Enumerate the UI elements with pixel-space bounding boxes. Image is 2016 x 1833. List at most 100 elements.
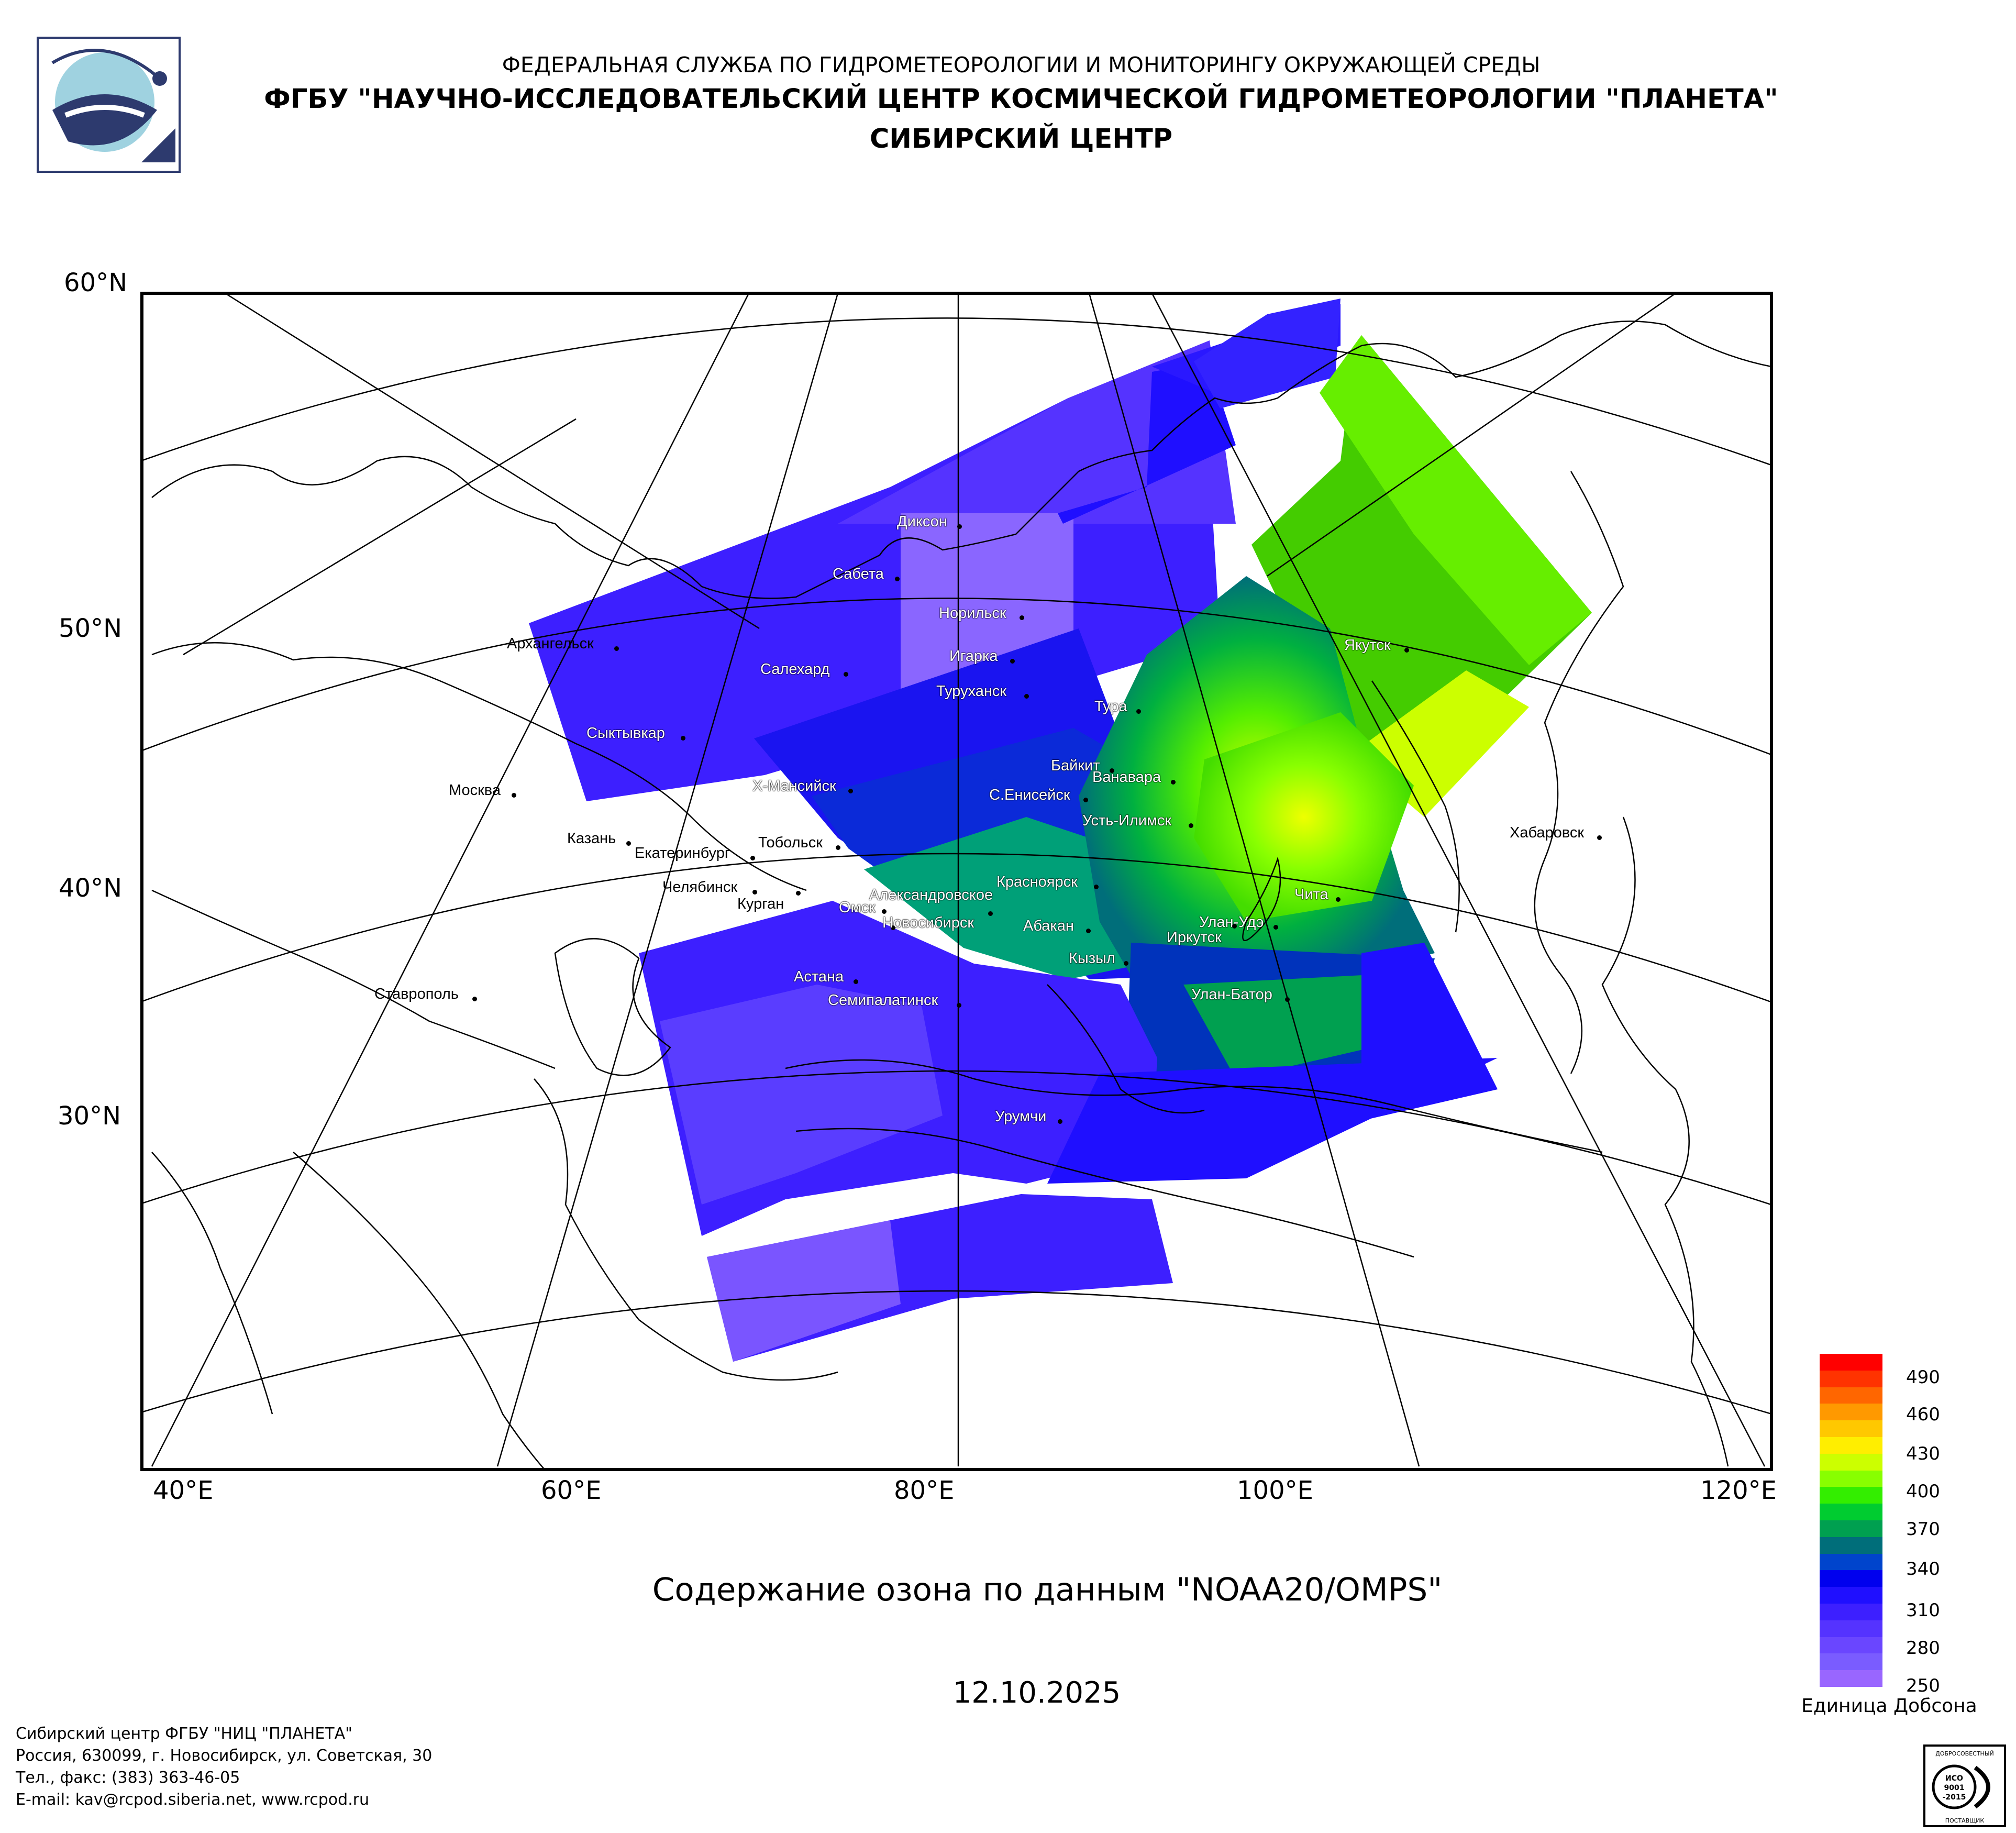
city-label: С.Енисейск xyxy=(989,787,1070,803)
lat-label-30: 30°N xyxy=(58,1101,121,1131)
footer-contacts: E-mail: kav@rcpod.siberia.net, www.rcpod… xyxy=(16,1791,370,1809)
city-label: Архангельск xyxy=(507,635,594,652)
legend-swatch xyxy=(1820,1504,1882,1521)
city-dot xyxy=(1024,694,1029,699)
legend-tick: 280 xyxy=(1906,1638,1940,1659)
map-title: Содержание озона по данным "NOAA20/OMPS" xyxy=(652,1571,1443,1608)
city-dot xyxy=(750,856,755,860)
city-dot xyxy=(1232,924,1237,929)
city-dot xyxy=(882,909,887,914)
legend-swatch xyxy=(1820,1570,1882,1587)
city-label: Норильск xyxy=(939,605,1006,622)
city-dot xyxy=(957,1003,961,1008)
legend-tick: 400 xyxy=(1906,1481,1940,1502)
ozone-legend-colorbar xyxy=(1820,1354,1882,1687)
city-label: Новосибирск xyxy=(882,914,974,931)
planeta-logo xyxy=(37,37,181,173)
city-label: Александровское xyxy=(869,887,993,903)
city-label: Улан-Удэ xyxy=(1199,914,1264,931)
coastlines xyxy=(151,321,1771,1470)
city-dot xyxy=(844,672,848,677)
legend-swatch xyxy=(1820,1620,1882,1638)
city-label: Салехард xyxy=(760,661,830,678)
lon-label-120: 120°E xyxy=(1700,1476,1777,1505)
legend-swatch xyxy=(1820,1354,1882,1371)
city-dot xyxy=(1086,929,1091,933)
city-dot xyxy=(1273,925,1278,930)
iso-badge: ДОБРОСОВЕСТНЫЙ ИСО 9001 -2015 ПОСТАВЩИК xyxy=(1923,1744,2007,1828)
city-dot xyxy=(1189,823,1193,828)
city-label: Казань xyxy=(567,830,616,847)
city-dot xyxy=(512,793,516,798)
city-label: Тобольск xyxy=(758,834,823,851)
city-dot xyxy=(626,841,631,846)
lat-label-40: 40°N xyxy=(59,874,122,903)
city-label: Ставрополь xyxy=(374,986,459,1002)
city-dot xyxy=(752,890,757,895)
city-label: Курган xyxy=(737,896,784,912)
city-dot xyxy=(1404,648,1409,653)
institute-header: ФГБУ "НАУЧНО-ИССЛЕДОВАТЕЛЬСКИЙ ЦЕНТР КОС… xyxy=(264,84,1778,115)
iso-text-iso: ИСО xyxy=(1945,1774,1963,1783)
legend-swatch xyxy=(1820,1370,1882,1388)
city-dot xyxy=(614,646,619,651)
city-label: Ванавара xyxy=(1092,769,1161,786)
city-dot xyxy=(957,524,962,529)
city-dot xyxy=(1336,897,1341,902)
legend-swatch xyxy=(1820,1470,1882,1487)
city-dot xyxy=(681,736,685,741)
map-frame xyxy=(140,292,1773,1471)
city-dot xyxy=(891,925,895,930)
lon-label-60: 60°E xyxy=(541,1476,602,1505)
legend-swatch xyxy=(1820,1487,1882,1504)
city-label: Астана xyxy=(794,968,844,985)
legend-tick: 460 xyxy=(1906,1404,1940,1425)
legend-swatch xyxy=(1820,1653,1882,1671)
legend-swatch xyxy=(1820,1537,1882,1554)
city-label: Челябинск xyxy=(662,879,738,896)
legend-swatch xyxy=(1820,1670,1882,1687)
footer-phone: Тел., факс: (383) 363-46-05 xyxy=(16,1769,240,1787)
city-dot xyxy=(854,979,858,984)
city-label: Абакан xyxy=(1023,918,1074,934)
iso-text-9001: 9001 xyxy=(1944,1784,1965,1792)
city-dot xyxy=(895,577,900,581)
iso-text-top: ДОБРОСОВЕСТНЫЙ xyxy=(1935,1750,1994,1757)
city-dot xyxy=(1058,1119,1062,1124)
lon-label-80: 80°E xyxy=(894,1476,955,1505)
city-dot xyxy=(1171,780,1176,785)
lon-label-100: 100°E xyxy=(1237,1476,1313,1505)
legend-tick: 250 xyxy=(1906,1675,1940,1696)
legend-swatch xyxy=(1820,1520,1882,1538)
city-dot xyxy=(1020,615,1024,620)
city-label: Тура xyxy=(1094,698,1127,715)
city-label: Игарка xyxy=(949,648,998,665)
legend-unit: Единица Добсона xyxy=(1801,1695,1977,1717)
legend-swatch xyxy=(1820,1637,1882,1654)
agency-header: ФЕДЕРАЛЬНАЯ СЛУЖБА ПО ГИДРОМЕТЕОРОЛОГИИ … xyxy=(502,52,1541,78)
city-label: Омск xyxy=(839,899,876,916)
city-label: Москва xyxy=(449,782,501,799)
city-label: Екатеринбург xyxy=(635,845,730,862)
city-dot xyxy=(988,911,993,916)
city-label: Х-Мансийск xyxy=(752,778,836,794)
city-label: Усть-Илимск xyxy=(1082,812,1172,829)
city-dot xyxy=(1597,835,1602,840)
city-label: Хабаровск xyxy=(1510,824,1585,841)
legend-swatch xyxy=(1820,1587,1882,1604)
city-dot xyxy=(1010,659,1015,664)
iso-text-bottom: ПОСТАВЩИК xyxy=(1945,1817,1985,1824)
legend-tick: 340 xyxy=(1906,1559,1940,1580)
city-label: Урумчи xyxy=(995,1108,1047,1125)
contact-footer: Сибирский центр ФГБУ "НИЦ "ПЛАНЕТА" Росс… xyxy=(16,1723,432,1811)
city-label: Байкит xyxy=(1051,757,1100,774)
city-label: Диксон xyxy=(897,513,947,530)
footer-address: Россия, 630099, г. Новосибирск, ул. Сове… xyxy=(16,1747,433,1765)
city-dot xyxy=(472,997,477,1001)
city-dot xyxy=(1285,997,1290,1002)
legend-swatch xyxy=(1820,1604,1882,1621)
legend-swatch xyxy=(1820,1453,1882,1471)
city-label: Туруханск xyxy=(936,683,1007,700)
map-date: 12.10.2025 xyxy=(952,1676,1121,1710)
